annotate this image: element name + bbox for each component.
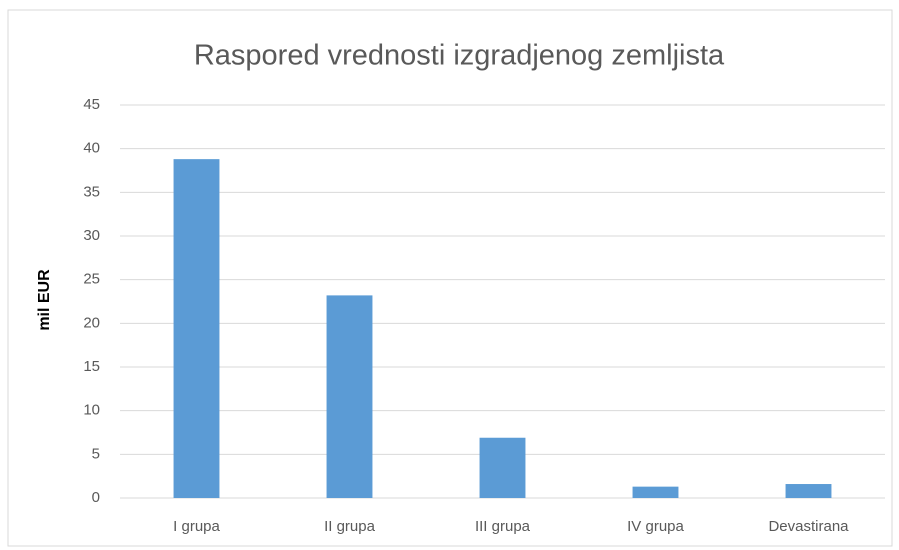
chart-title: Raspored vrednosti izgradjenog zemljista [194, 40, 725, 72]
y-tick-label: 40 [83, 140, 100, 157]
bar [785, 484, 832, 498]
chart-frame [7, 9, 893, 547]
x-tick-label: I grupa [173, 518, 220, 535]
y-tick-label: 20 [83, 314, 100, 331]
bar [173, 159, 220, 498]
x-tick-label: Devastirana [768, 518, 849, 535]
x-tick-label: IV grupa [627, 518, 684, 535]
bar [326, 295, 373, 498]
x-tick-label: III grupa [475, 518, 531, 535]
y-tick-label: 15 [83, 358, 100, 375]
y-tick-label: 5 [92, 445, 100, 462]
y-tick-label: 30 [83, 227, 100, 244]
y-tick-label: 25 [83, 271, 100, 288]
bar [479, 437, 526, 498]
x-tick-label: II grupa [324, 518, 376, 535]
y-axis-label: mil EUR [36, 269, 53, 331]
bar [632, 486, 679, 498]
y-tick-label: 0 [92, 489, 100, 506]
y-tick-label: 35 [83, 183, 100, 200]
y-tick-label: 10 [83, 402, 100, 419]
y-tick-label: 45 [83, 96, 100, 113]
